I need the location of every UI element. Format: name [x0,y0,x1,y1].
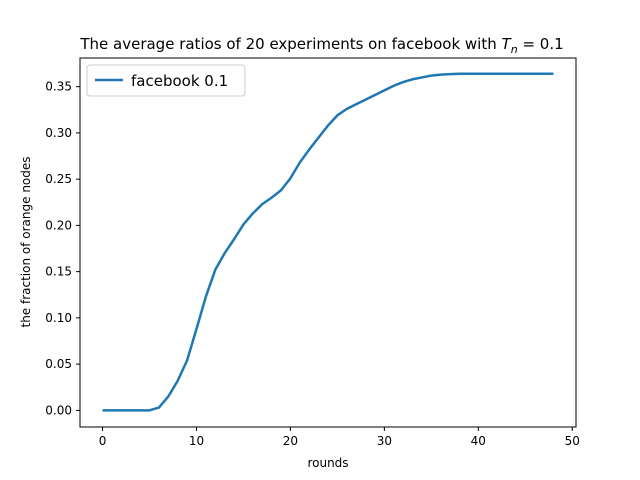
legend-label: facebook 0.1 [131,72,228,90]
x-tick-label: 20 [283,434,298,448]
y-tick-label: 0.05 [45,357,72,371]
x-axis-label: rounds [307,456,348,470]
chart-title: The average ratios of 20 experiments on … [79,35,563,56]
y-tick-label: 0.15 [45,265,72,279]
chart-title-text: The average ratios of 20 experiments on … [79,35,501,53]
chart-title-relation: = 0.1 [518,35,564,53]
series-lines [102,72,554,412]
plot-area-frame [79,57,577,428]
svg-text:The average ratios of 20 exper: The average ratios of 20 experiments on … [79,35,563,56]
x-tick-label: 10 [189,434,204,448]
x-tick-label: 30 [377,434,392,448]
y-axis-label: the fraction of orange nodes [19,156,33,327]
legend: facebook 0.1 [86,64,246,97]
series-line-facebook-0-1 [102,72,554,412]
chart-title-symbol: T [502,35,513,53]
y-tick-label: 0.30 [45,126,72,140]
x-tick-label: 0 [99,434,107,448]
axis-ticks: 0 10 20 30 40 50 0.00 0.05 0.10 0.15 0.20 0.25 0.30 0… [45,80,580,448]
y-tick-label: 0.00 [45,403,72,417]
y-tick-label: 0.35 [45,80,72,94]
x-tick-label: 40 [471,434,486,448]
chart-title-subscript: n [511,43,518,56]
y-tick-label: 0.10 [45,311,72,325]
y-tick-label: 0.25 [45,172,72,186]
legend-box [86,64,246,97]
x-tick-label: 50 [565,434,580,448]
y-tick-label: 0.20 [45,218,72,232]
